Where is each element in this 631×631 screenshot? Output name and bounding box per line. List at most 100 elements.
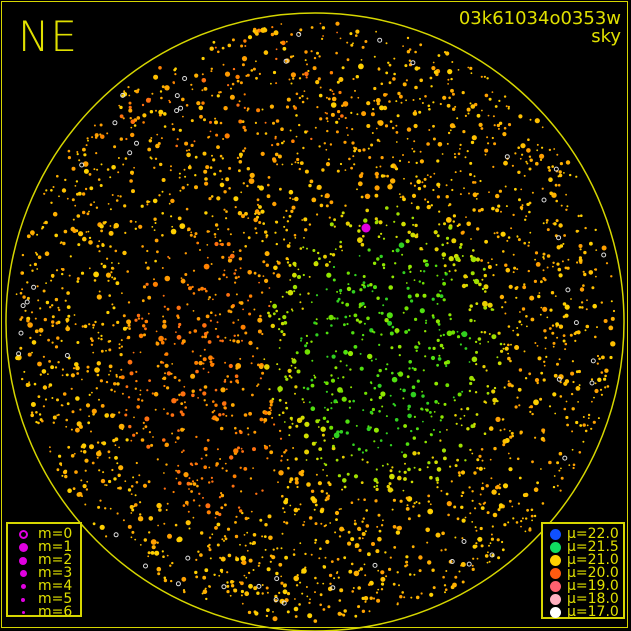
star <box>391 325 395 329</box>
sky-brightness-legend: μ=22.0 μ=21.5 μ=21.0 μ=20.0 μ=19.0 μ=18.0 μ=17… <box>541 522 625 619</box>
star <box>459 148 461 150</box>
star <box>280 455 283 458</box>
star <box>194 570 198 575</box>
star <box>265 236 268 239</box>
star <box>218 313 222 316</box>
star <box>395 235 398 239</box>
star <box>382 266 386 270</box>
star <box>427 104 431 108</box>
star <box>209 46 214 51</box>
star <box>127 86 130 89</box>
star <box>417 186 422 191</box>
star <box>473 471 477 475</box>
star <box>170 165 172 168</box>
star <box>493 124 496 127</box>
star <box>447 513 450 517</box>
star <box>186 283 189 286</box>
star <box>62 241 66 246</box>
star <box>45 300 50 305</box>
star <box>119 137 124 141</box>
star <box>476 557 479 560</box>
star <box>471 490 474 493</box>
star <box>233 196 239 202</box>
star <box>511 164 514 167</box>
star <box>483 305 488 310</box>
star <box>543 360 546 363</box>
star <box>67 156 71 160</box>
star <box>486 136 489 139</box>
star <box>95 206 99 209</box>
magnitude-label: m=2 <box>38 552 73 568</box>
star <box>290 209 294 213</box>
star <box>522 285 527 290</box>
star <box>276 142 280 146</box>
star <box>516 396 519 399</box>
star <box>254 121 257 124</box>
star <box>376 257 380 261</box>
star <box>350 501 354 505</box>
star <box>448 270 451 273</box>
star <box>559 162 564 166</box>
star <box>294 392 296 395</box>
star <box>130 536 133 539</box>
star <box>402 82 407 87</box>
star <box>596 362 599 365</box>
star <box>263 418 268 422</box>
star <box>246 107 250 110</box>
star <box>221 255 225 259</box>
bright-sky-star <box>24 299 30 305</box>
star <box>88 323 91 326</box>
star <box>261 489 264 492</box>
star <box>182 449 185 452</box>
star <box>227 309 231 313</box>
star <box>292 272 297 278</box>
star <box>466 150 469 153</box>
star <box>234 281 237 284</box>
star <box>135 379 138 383</box>
star <box>428 129 431 131</box>
star <box>454 414 457 417</box>
star <box>451 238 457 244</box>
star <box>29 264 32 267</box>
star <box>239 267 242 270</box>
star <box>418 569 422 573</box>
star <box>249 542 252 545</box>
star <box>323 381 326 384</box>
star <box>178 128 182 132</box>
star <box>382 304 385 307</box>
star <box>128 108 133 113</box>
star <box>469 304 473 308</box>
star <box>223 406 227 410</box>
star <box>164 442 169 447</box>
star <box>82 147 86 152</box>
star <box>475 413 479 416</box>
star <box>448 256 454 262</box>
bright-sky-star <box>556 235 562 241</box>
star <box>329 522 332 524</box>
star <box>242 149 245 153</box>
star <box>412 505 415 508</box>
star <box>203 87 208 91</box>
star <box>479 179 482 183</box>
star <box>436 302 439 305</box>
star <box>443 456 447 461</box>
star <box>254 227 257 230</box>
star <box>575 370 579 374</box>
star <box>442 298 446 302</box>
star <box>339 292 342 295</box>
star <box>351 128 354 131</box>
bright-sky-star <box>64 353 70 358</box>
star <box>158 113 162 117</box>
star <box>162 555 165 558</box>
star <box>208 355 213 361</box>
star <box>378 529 382 533</box>
star <box>327 494 331 498</box>
star <box>97 337 100 340</box>
star <box>293 233 297 237</box>
star <box>188 331 192 334</box>
star <box>460 231 465 235</box>
star <box>584 226 587 230</box>
star <box>293 358 296 361</box>
star <box>99 123 103 127</box>
star <box>276 260 279 263</box>
